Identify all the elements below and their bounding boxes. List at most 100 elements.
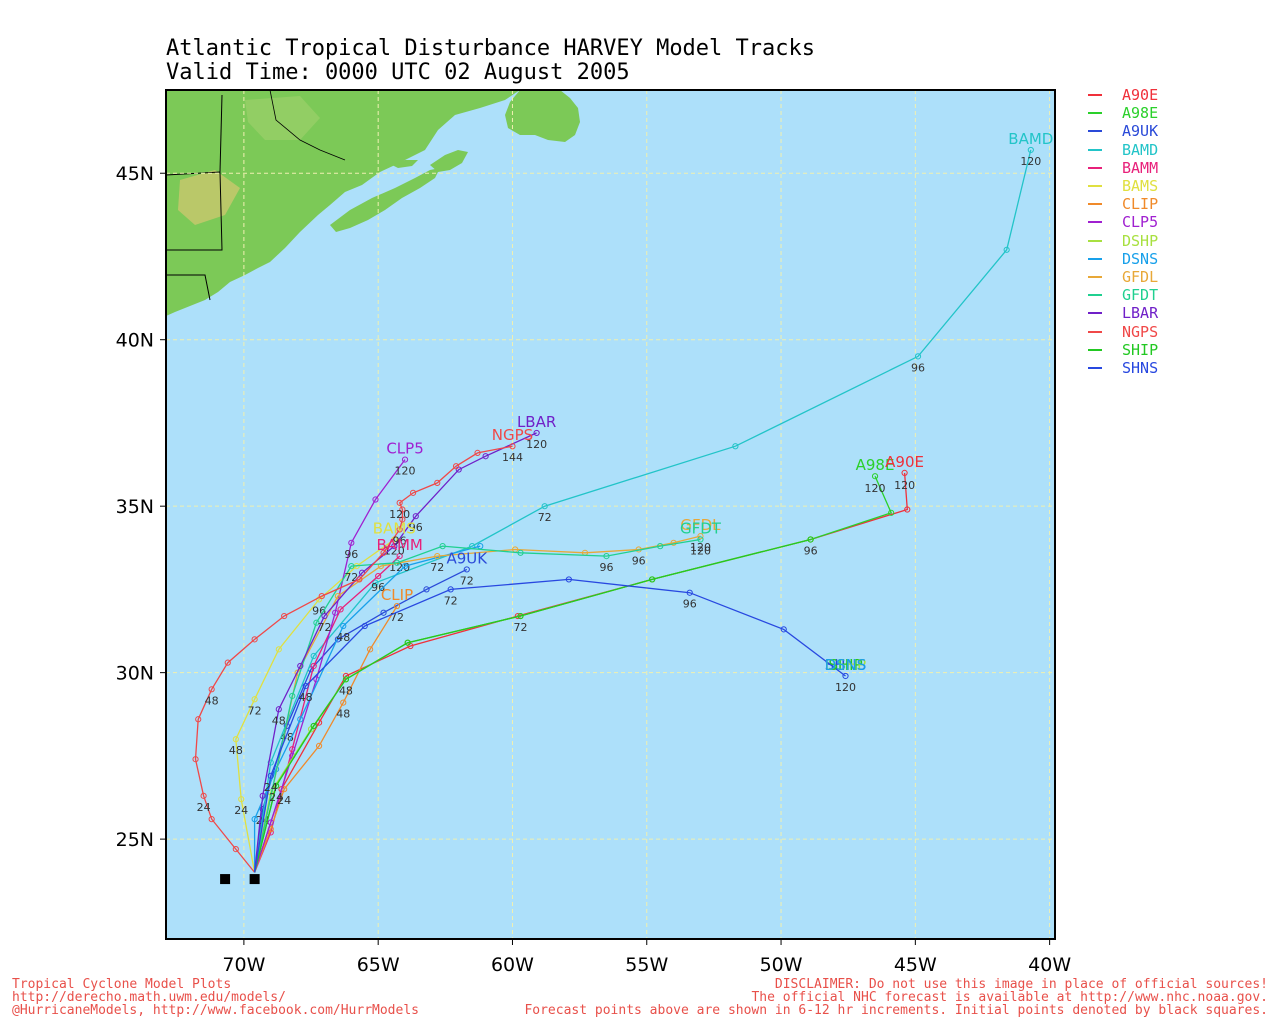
x-tick-label: 40W [1028,954,1071,976]
track-end-label-a90e: A90E [885,453,924,471]
legend-item-bamm: BAMM [1088,159,1158,177]
forecast-point [409,489,417,496]
legend-item-gfdl: GFDL [1088,268,1158,286]
forecast-point [281,612,288,620]
forecast-point [375,572,382,580]
legend-label: A9UK [1122,122,1159,141]
forecast-point [888,509,895,516]
forecast-point [401,563,409,570]
forecast-point [238,796,245,803]
footer-left-3[interactable]: @HurricaneModels, http://www.facebook.co… [12,1003,419,1018]
track-line [253,578,846,873]
forecast-point [401,456,409,463]
forecast-point [391,543,398,550]
legend-swatch [1088,312,1102,315]
forecast-hour-label: 48 [336,631,350,644]
land-new-england [166,90,520,316]
forecast-point [192,756,199,763]
legend-label: BAMM [1122,158,1159,177]
track-end-label-bams: BAMS [373,519,416,537]
forecast-hour-label: 96 [344,548,358,561]
track-line [253,432,537,873]
legend-item-a90e: A90E [1088,86,1158,104]
forecast-hour-label: 24 [269,791,283,804]
forecast-hour-label: 24 [234,804,248,817]
legend-label: SHNS [1122,358,1159,377]
initial-square [249,874,260,885]
forecast-point [348,563,355,570]
forecast-point [297,716,304,723]
track-end-label-ngps: NGPS [492,426,533,444]
forecast-hour-label: 96 [911,361,925,374]
forecast-hour-label: 72 [514,621,528,634]
track-end-label-bamd: BAMD [1008,130,1053,148]
forecast-point [1027,146,1034,154]
forecast-hour-label: 96 [599,561,613,574]
legend-item-bamd: BAMD [1088,141,1158,159]
legend-swatch [1088,148,1102,151]
land-newfoundland [505,90,580,142]
x-tick-label: 55W [625,954,668,976]
track-end-label-a98e: A98E [856,456,895,474]
legend-item-a98e: A98E [1088,104,1158,122]
track-line [253,555,401,873]
forecast-point [367,646,374,653]
forecast-hour-label: 120 [389,508,410,521]
forecast-point [439,543,446,550]
forecast-point [474,449,481,457]
track-clip: 24 48 72 [253,602,404,873]
forecast-point [348,539,355,546]
legend-label: DSNS [1122,249,1159,268]
track-line [253,568,468,873]
track-end-label-ship: SHIP [828,656,862,674]
footer-official[interactable]: The official NHC forecast is available a… [751,990,1268,1005]
forecast-hour-label: 48 [205,694,219,707]
legend-swatch [1088,112,1102,115]
forecast-point [780,626,787,633]
legend-swatch [1088,166,1102,169]
track-lbar: 48 72 96 120 [253,429,547,873]
footer-left-2[interactable]: http://derecho.math.uwm.edu/models/ [12,990,286,1005]
forecast-point [380,609,387,616]
legend-label: GFDL [1122,267,1159,286]
forecast-point [423,586,430,593]
forecast-point [275,646,282,653]
forecast-point [356,576,363,583]
land-nova-scotia [330,168,440,232]
initial-square [220,874,231,885]
forecast-point [340,622,347,630]
forecast-point [289,692,296,700]
land-cape-breton [430,150,468,172]
legend-item-ngps: NGPS [1088,322,1159,341]
forecast-point [404,639,411,646]
legend-item-clip: CLIP [1088,195,1158,213]
ocean-background [166,90,1055,939]
forecast-point [901,469,908,476]
forecast-point [334,592,341,600]
forecast-point [340,699,347,706]
track-end-label-gfdl: GFDL [680,516,721,534]
forecast-point [603,553,610,560]
legend-item-shns: SHNS [1088,359,1158,377]
forecast-point [273,782,280,789]
forecast-point [372,496,379,503]
forecast-point [649,576,656,583]
x-tick-label: 70W [222,954,265,976]
forecast-point [565,576,572,583]
forecast-hour-label: 48 [336,708,350,721]
forecast-hour-label: 96 [632,554,646,567]
legend-label: NGPS [1122,322,1159,341]
plot-frame [165,89,1056,940]
forecast-point [447,586,454,593]
forecast-hour-label: 72 [390,611,404,624]
forecast-point [200,792,207,799]
valid-time: Valid Time: 0000 UTC 02 August 2005 [166,60,630,85]
forecast-point [914,353,922,360]
legend-label: GFDT [1122,286,1159,305]
forecast-point [310,722,317,730]
forecast-point [372,579,379,586]
x-tick-label: 65W [357,954,400,976]
track-line [253,472,908,873]
